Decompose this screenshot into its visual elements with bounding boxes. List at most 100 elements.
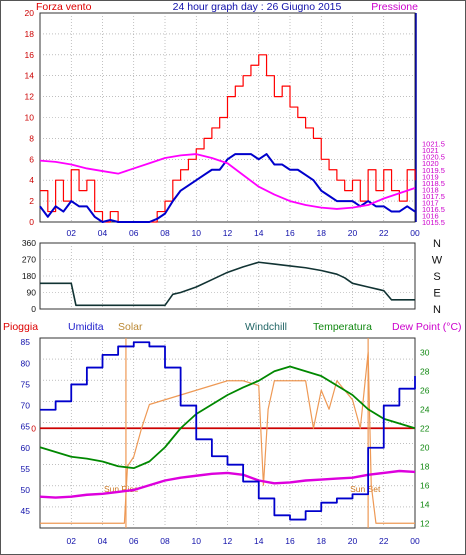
left-tick-label: 0 [31,304,36,314]
left-tick-label: 45 [21,506,31,516]
right-tick-label: 20 [420,442,430,452]
right-tick-label: 1017 [422,198,439,207]
x-tick-label: 16 [285,228,295,238]
compass-label: N [433,238,441,250]
x-tick-label: 08 [160,228,170,238]
left-tick-label: 75 [21,379,31,389]
left-tick-label: 2 [29,196,34,206]
left-tick-label: 16 [25,50,35,60]
pressure-axis-title: Pressione [371,1,418,13]
right-tick-label: 1016.5 [422,205,445,214]
plot-area [39,337,416,529]
x-tick-label: 18 [317,228,327,238]
left-tick-label: 90 [27,288,37,298]
x-tick-label: 06 [129,228,139,238]
right-tick-label: 1019 [422,172,439,181]
right-tick-label: 22 [420,423,430,433]
left-tick-label: 0 [29,217,34,227]
x-tick-label: 10 [192,536,202,546]
chart-title: 24 hour graph day : 26 Giugno 2015 [173,1,342,13]
left-tick-label: 10 [25,113,35,123]
x-tick-label: 00 [410,536,420,546]
compass-label: E [433,288,440,300]
series-temperatura [39,365,416,470]
series-dew-point [39,469,416,499]
right-tick-label: 24 [420,404,430,414]
x-tick-label: 02 [67,228,77,238]
right-tick-label: 30 [420,347,430,357]
sunset-label: Sun Set [350,484,381,494]
x-tick-label: 12 [223,228,233,238]
x-tick-label: 14 [254,228,264,238]
left-tick-label: 270 [22,255,36,265]
x-tick-label: 20 [348,228,358,238]
x-tick-label: 02 [67,536,77,546]
series-pressione [39,153,416,210]
right-tick-label: 1019.5 [422,166,445,175]
compass-label: W [432,255,443,267]
left-tick-label: 4 [29,175,34,185]
legend-pioggia: Pioggia [3,321,38,333]
left-tick-label: 180 [22,271,36,281]
left-tick-label: 50 [21,485,31,495]
right-tick-label: 26 [420,385,430,395]
x-tick-label: 08 [160,536,170,546]
temperature-humidity-panel: 45 50 55 60 65 70 75 80 85 12 14 16 18 20 22 24 26 28 30 0 S… [21,337,430,546]
left-tick-label: 18 [25,29,35,39]
right-tick-label: 1021.5 [422,140,445,149]
series-wind-direction [40,261,415,307]
right-tick-label: 16 [420,480,430,490]
series-vento-medio [39,153,416,223]
x-tick-label: 04 [98,536,108,546]
left-tick-label: 6 [29,154,34,164]
left-tick-label: 12 [25,92,35,102]
x-tick-label: 20 [348,536,358,546]
right-tick-label: 1016 [422,211,439,220]
x-tick-label: 12 [223,536,233,546]
right-tick-label: 28 [420,366,430,376]
left-tick-label: 70 [21,401,31,411]
series-solar [40,351,415,524]
right-tick-label: 1021 [422,146,439,155]
sunrise-label: Sun Rise [104,484,139,494]
left-tick-label: 14 [25,71,35,81]
series-umidita [40,341,416,521]
legend-temperatura: Temperatura [313,321,372,333]
x-tick-label: 16 [285,536,295,546]
wind-axis-title: Forza vento [36,1,92,13]
wind-pressure-panel: 024681012141618201015.510161016.51017101… [25,8,445,238]
right-tick-label: 1018.5 [422,179,445,188]
x-tick-label: 10 [192,228,202,238]
series-forza-vento [40,54,416,223]
x-tick-label: 18 [317,536,327,546]
left-tick-label: 60 [21,443,31,453]
bottom-legend: Pioggia Umidita Solar Windchill Temperat… [3,321,462,333]
right-tick-label: 1018 [422,185,439,194]
left-tick-label: 20 [25,8,35,18]
legend-umidita: Umidita [68,321,104,333]
right-tick-label: 18 [420,461,430,471]
legend-dewpoint: Dew Point (°C) [392,321,462,333]
x-tick-label: 04 [98,228,108,238]
right-tick-label: 1020.5 [422,153,445,162]
right-tick-label: 1020 [422,159,439,168]
right-tick-label: 1015.5 [422,218,445,227]
compass-label: N [433,304,441,316]
right-tick-label: 1017.5 [422,192,445,201]
left-tick-label: 80 [21,358,31,368]
legend-windchill: Windchill [245,321,287,333]
x-tick-label: 14 [254,536,264,546]
x-tick-label: 06 [129,536,139,546]
x-tick-label: 22 [379,228,389,238]
left-tick-label: 55 [21,464,31,474]
left-tick-label: 85 [21,337,31,347]
right-tick-label: 14 [420,499,430,509]
compass-label: S [433,271,440,283]
x-tick-label: 22 [379,536,389,546]
left-tick-label: 8 [29,133,34,143]
left-tick-label: 65 [21,422,31,432]
legend-solar: Solar [118,321,143,333]
